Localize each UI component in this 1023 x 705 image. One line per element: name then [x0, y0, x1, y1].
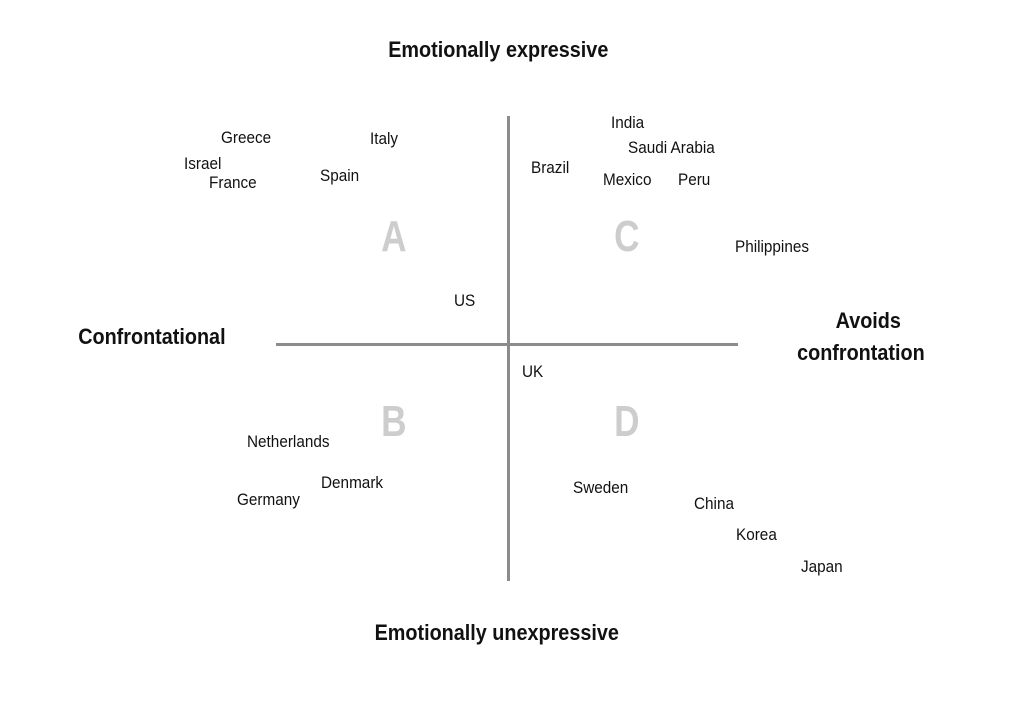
country-korea: Korea	[736, 525, 777, 544]
country-mexico: Mexico	[603, 170, 652, 189]
country-philippines: Philippines	[735, 237, 810, 256]
country-italy: Italy	[370, 129, 399, 148]
country-india: India	[611, 113, 645, 132]
country-netherlands: Netherlands	[247, 432, 330, 451]
axis-label-bottom: Emotionally unexpressive	[374, 620, 619, 645]
country-japan: Japan	[801, 557, 843, 576]
country-brazil: Brazil	[531, 158, 570, 177]
axis-label-right-1: Avoids	[835, 308, 901, 333]
country-spain: Spain	[320, 166, 360, 185]
country-peru: Peru	[678, 170, 711, 189]
country-greece: Greece	[221, 128, 272, 147]
country-china: China	[694, 494, 734, 513]
country-us: US	[454, 291, 476, 310]
axis-label-left: Confrontational	[78, 324, 226, 349]
horizontal-axis-line	[276, 343, 738, 346]
country-saudi-arabia: Saudi Arabia	[628, 138, 715, 157]
country-uk: UK	[522, 362, 544, 381]
country-germany: Germany	[237, 490, 300, 509]
country-israel: Israel	[184, 154, 222, 173]
quadrant-label-c: C	[614, 212, 640, 261]
country-sweden: Sweden	[573, 478, 629, 497]
axis-label-top: Emotionally expressive	[388, 37, 609, 62]
quadrant-label-b: B	[381, 397, 407, 446]
country-denmark: Denmark	[321, 473, 384, 492]
country-france: France	[209, 173, 257, 192]
vertical-axis-line	[507, 116, 510, 581]
axis-label-right-2: confrontation	[797, 340, 925, 365]
quadrant-label-d: D	[614, 397, 640, 446]
quadrant-label-a: A	[381, 212, 407, 261]
